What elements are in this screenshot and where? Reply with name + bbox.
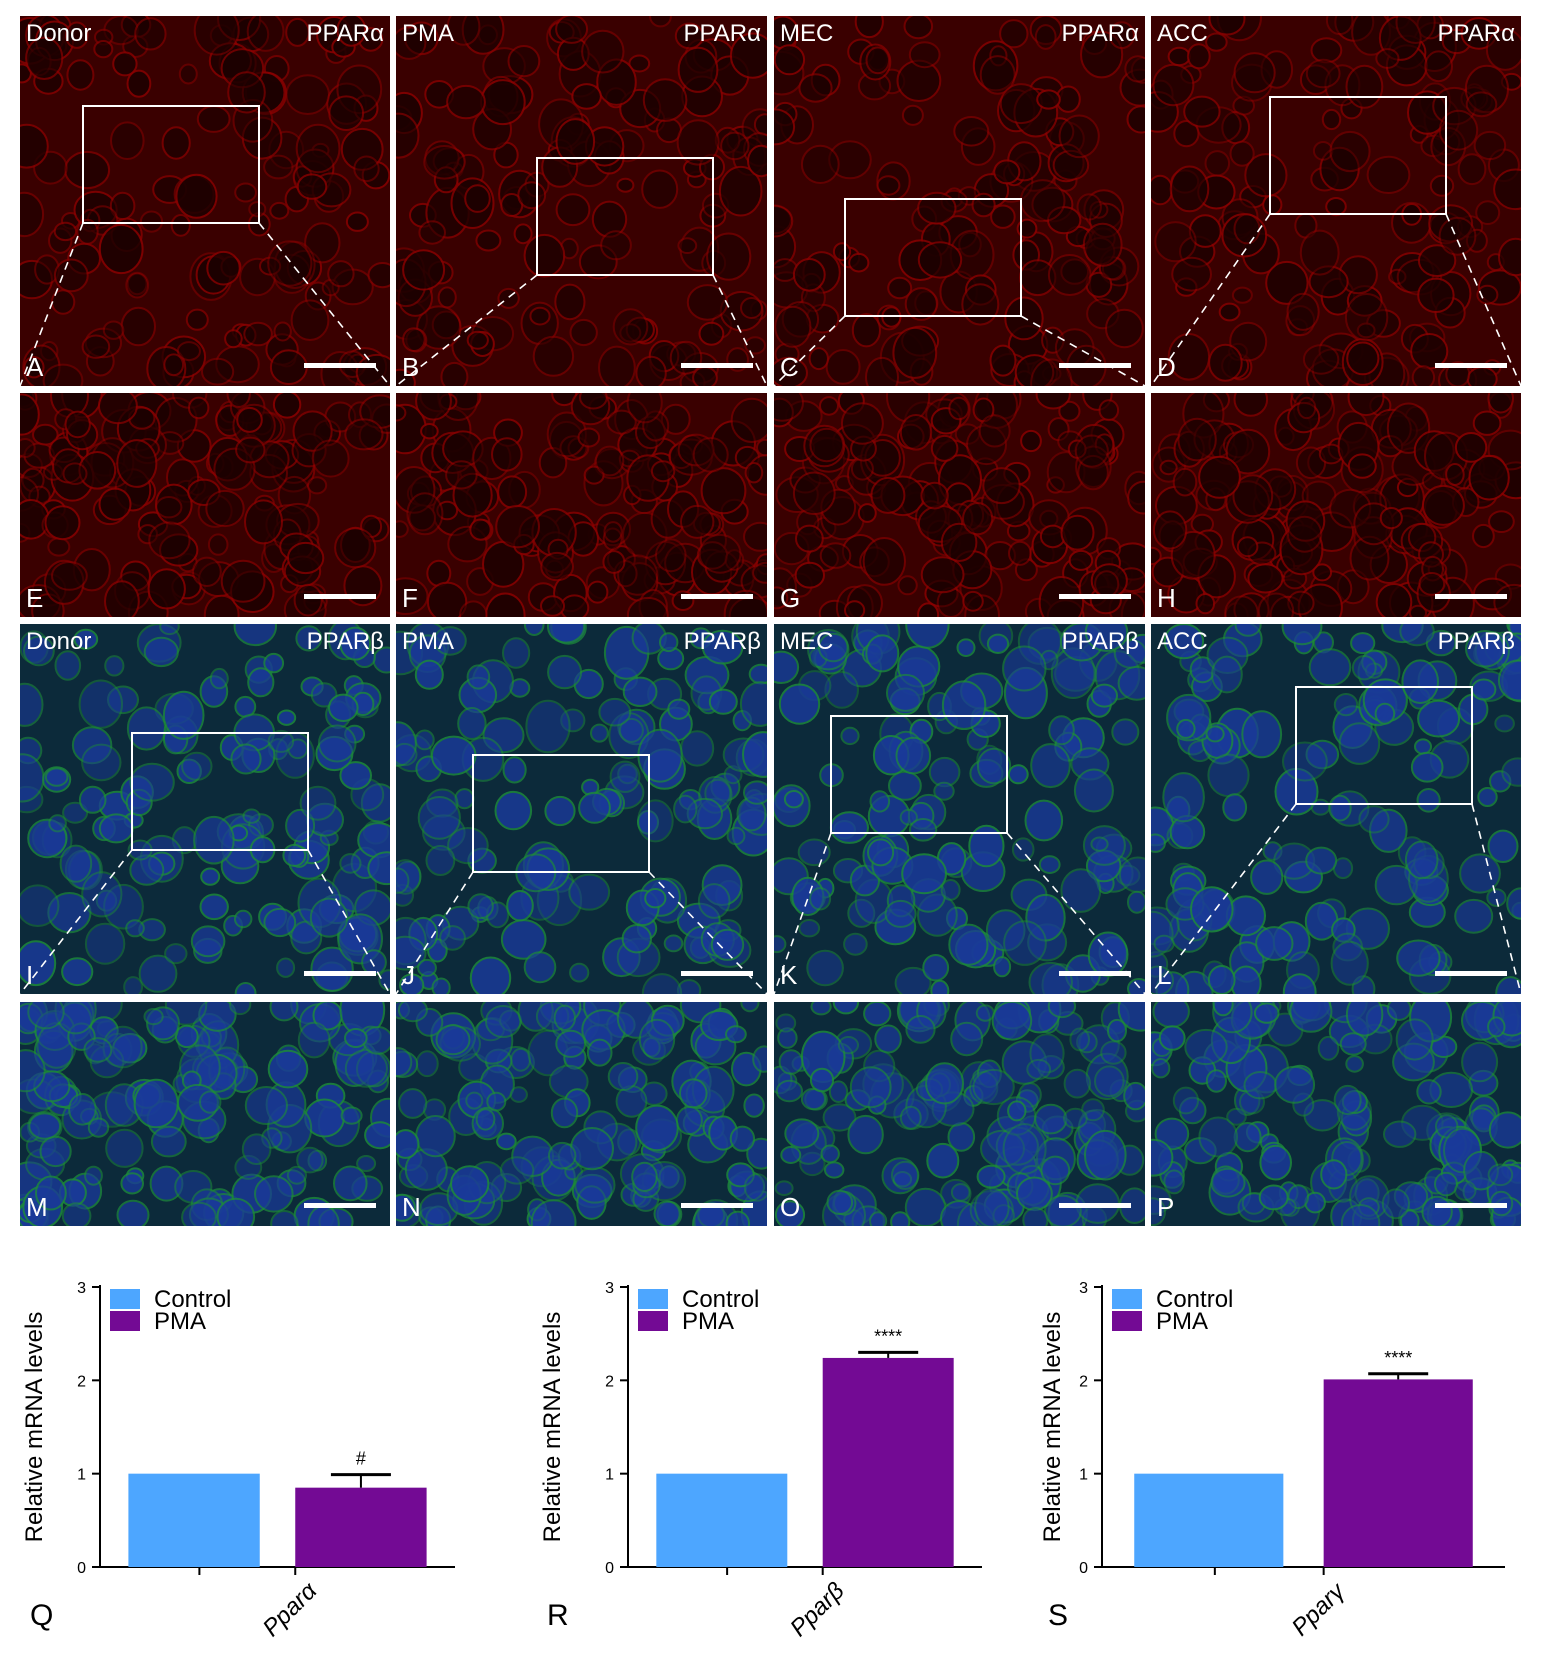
scale-bar xyxy=(1435,594,1507,599)
panel-marker-label: PPARα xyxy=(1061,20,1139,47)
panel-group-label: ACC xyxy=(1157,20,1208,47)
x-category-label: Pparα xyxy=(258,1576,324,1642)
micrograph-texture xyxy=(1151,393,1521,617)
chart-panel-letter: R xyxy=(547,1599,569,1632)
micrograph-texture xyxy=(774,1002,1145,1226)
y-tick-label: 1 xyxy=(77,1467,86,1484)
significance-marker: # xyxy=(356,1449,366,1469)
panel-letter: N xyxy=(402,1192,421,1222)
legend-swatch xyxy=(110,1311,140,1331)
legend-swatch xyxy=(1112,1289,1142,1309)
chart-panel-letter: Q xyxy=(30,1599,53,1632)
panel-marker-label: PPARα xyxy=(683,20,761,47)
panel-marker-label: PPARα xyxy=(306,20,384,47)
micrograph-panel-g: G xyxy=(774,393,1145,617)
significance-marker: **** xyxy=(874,1326,902,1346)
chart-panel-letter: S xyxy=(1048,1599,1068,1632)
y-tick-label: 0 xyxy=(605,1560,614,1577)
y-axis-title: Relative mRNA levels xyxy=(539,1312,566,1543)
y-tick-label: 3 xyxy=(1079,1280,1088,1297)
x-category-label: Pparβ xyxy=(785,1577,850,1642)
scale-bar xyxy=(1059,594,1131,599)
panel-letter: G xyxy=(780,583,801,613)
panel-letter: E xyxy=(26,583,44,613)
y-tick-label: 3 xyxy=(77,1280,86,1297)
scale-bar xyxy=(681,594,753,599)
y-tick-label: 2 xyxy=(605,1373,614,1390)
panel-marker-label: PPARβ xyxy=(306,628,384,655)
micrograph-panel-f: F xyxy=(396,393,767,617)
panel-letter: F xyxy=(402,583,418,613)
panel-group-label: MEC xyxy=(780,628,834,655)
panel-letter: H xyxy=(1157,583,1176,613)
panel-marker-label: PPARβ xyxy=(683,628,761,655)
micrograph-texture xyxy=(396,1002,767,1226)
panel-group-label: MEC xyxy=(780,20,834,47)
legend-label: PMA xyxy=(154,1308,206,1335)
y-tick-label: 1 xyxy=(1079,1467,1088,1484)
legend-label: Control xyxy=(1156,1286,1233,1313)
panel-letter: P xyxy=(1157,1192,1175,1222)
scale-bar xyxy=(1435,1203,1507,1208)
panel-letter: O xyxy=(780,1192,801,1222)
y-axis-title: Relative mRNA levels xyxy=(1039,1312,1066,1543)
micrograph-texture xyxy=(774,393,1145,617)
y-tick-label: 1 xyxy=(605,1467,614,1484)
bar-control xyxy=(1134,1473,1284,1567)
bar-pma xyxy=(822,1357,954,1567)
micrograph-panel-h: H xyxy=(1151,393,1521,617)
panel-group-label: ACC xyxy=(1157,628,1208,655)
panel-marker-label: PPARβ xyxy=(1437,628,1515,655)
legend-swatch xyxy=(1112,1311,1142,1331)
micrograph-texture xyxy=(20,1002,390,1226)
scale-bar xyxy=(1435,971,1507,976)
panel-letter: M xyxy=(26,1192,48,1222)
panel-group-label: Donor xyxy=(26,20,92,47)
micrograph-panel-n: N xyxy=(396,1002,767,1226)
micrograph-panel-o: O xyxy=(774,1002,1145,1226)
scale-bar xyxy=(304,1203,376,1208)
x-category-label: Pparγ xyxy=(1287,1577,1352,1642)
y-tick-label: 2 xyxy=(1079,1373,1088,1390)
micrograph-texture xyxy=(1151,1002,1521,1226)
legend-label: Control xyxy=(682,1286,759,1313)
micrograph-panel-p: P xyxy=(1151,1002,1521,1226)
bar-control xyxy=(656,1473,788,1567)
legend-swatch xyxy=(638,1311,668,1331)
scale-bar xyxy=(304,594,376,599)
y-tick-label: 0 xyxy=(1079,1560,1088,1577)
micrograph-texture xyxy=(396,393,767,617)
bar-pma xyxy=(295,1487,427,1567)
panel-marker-label: PPARα xyxy=(1437,20,1515,47)
scale-bar xyxy=(681,1203,753,1208)
y-axis-title: Relative mRNA levels xyxy=(21,1312,48,1543)
significance-marker: **** xyxy=(1384,1348,1412,1368)
y-tick-label: 3 xyxy=(605,1280,614,1297)
legend-label: PMA xyxy=(682,1308,734,1335)
legend-label: PMA xyxy=(1156,1308,1208,1335)
y-tick-label: 0 xyxy=(77,1560,86,1577)
y-tick-label: 2 xyxy=(77,1373,86,1390)
micrograph-texture xyxy=(20,393,390,617)
legend-swatch xyxy=(110,1289,140,1309)
bar-pma xyxy=(1323,1379,1473,1567)
panel-group-label: PMA xyxy=(402,20,455,47)
panel-marker-label: PPARβ xyxy=(1061,628,1139,655)
legend-label: Control xyxy=(154,1286,231,1313)
bar-control xyxy=(128,1473,260,1567)
micrograph-panel-e: E xyxy=(20,393,390,617)
micrograph-panel-m: M xyxy=(20,1002,390,1226)
legend-swatch xyxy=(638,1289,668,1309)
panel-group-label: Donor xyxy=(26,628,92,655)
scale-bar xyxy=(1059,1203,1131,1208)
panel-group-label: PMA xyxy=(402,628,455,655)
